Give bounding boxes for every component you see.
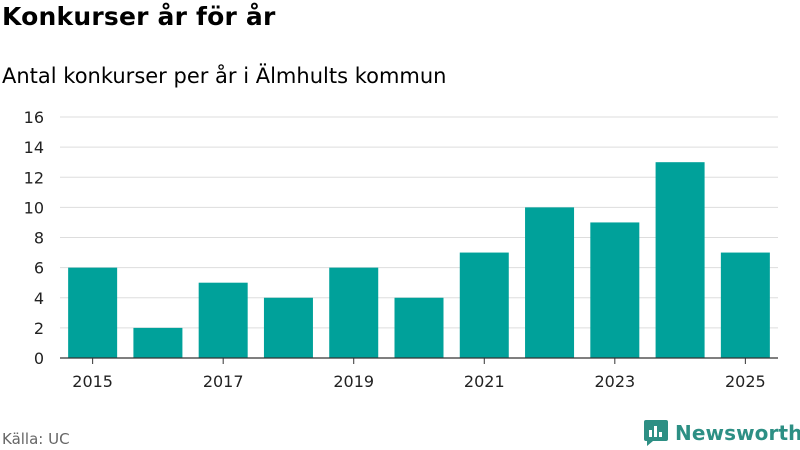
y-tick-label-2: 2 [34, 319, 44, 338]
x-tick-label-2021: 2021 [464, 372, 505, 391]
bar-2017[interactable] [198, 282, 248, 358]
y-tick-label-8: 8 [34, 229, 44, 248]
bar-2016[interactable] [133, 327, 183, 359]
y-tick-label-6: 6 [34, 259, 44, 278]
bar-2020[interactable] [394, 297, 444, 358]
y-tick-label-12: 12 [24, 168, 44, 187]
gridlines [60, 116, 778, 329]
brand-name: Newsworthy [675, 421, 800, 445]
y-tick-label-0: 0 [34, 349, 44, 368]
bar-2019[interactable] [329, 267, 379, 359]
newsworthy-logo: Newsworthy [643, 419, 800, 447]
bar-chart: 0 2 4 6 8 10 12 14 16 2015 2017 2019 2021 2023 2025 [24, 108, 778, 391]
bar-2015[interactable] [68, 267, 118, 359]
x-tick-label-2019: 2019 [333, 372, 374, 391]
x-axis [60, 357, 778, 364]
x-axis-tick-labels: 2015 2017 2019 2021 2023 2025 [72, 372, 765, 391]
x-tick-label-2017: 2017 [203, 372, 244, 391]
y-tick-label-10: 10 [24, 198, 44, 217]
bar-2025[interactable] [720, 252, 770, 358]
x-tick-label-2025: 2025 [725, 372, 766, 391]
source-note: Källa: UC [2, 430, 70, 448]
bar-2018[interactable] [263, 297, 313, 358]
bar-2023[interactable] [590, 222, 640, 358]
y-tick-label-4: 4 [34, 289, 44, 308]
x-tick-label-2023: 2023 [594, 372, 635, 391]
y-axis-tick-labels: 0 2 4 6 8 10 12 14 16 [24, 108, 44, 368]
bar-2021[interactable] [459, 252, 509, 358]
newsworthy-chat-bar-icon [644, 420, 668, 446]
chart-title: Konkurser år för år [2, 2, 276, 31]
bar-2022[interactable] [525, 207, 575, 359]
chart-subtitle: Antal konkurser per år i Älmhults kommun [2, 64, 447, 88]
bar-2024[interactable] [655, 162, 705, 358]
y-tick-label-16: 16 [24, 108, 44, 127]
y-tick-label-14: 14 [24, 138, 44, 157]
bars [68, 162, 770, 359]
x-tick-label-2015: 2015 [72, 372, 113, 391]
